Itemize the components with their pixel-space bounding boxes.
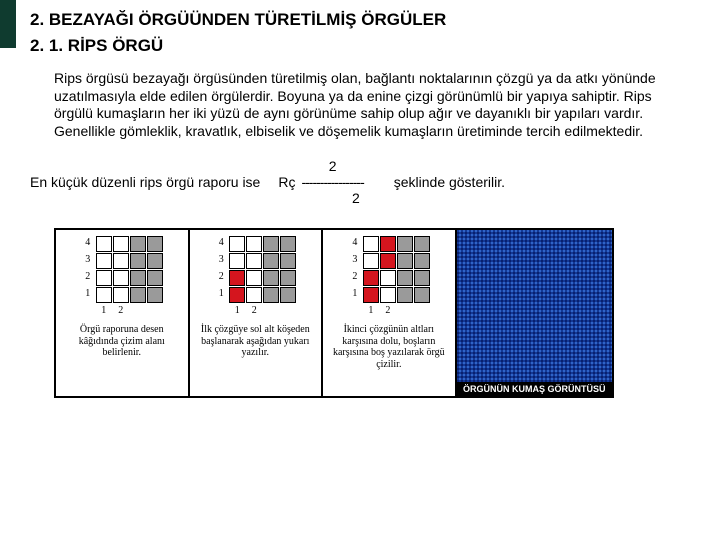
grid-cell: [130, 270, 146, 286]
grid-cell: [363, 253, 379, 269]
grid-cell: [96, 253, 112, 269]
grid-cell: [263, 236, 279, 252]
grid-row-label: 3: [214, 253, 228, 269]
grid-col-label: [414, 304, 430, 318]
weave-caption: ÖRGÜNÜN KUMAŞ GÖRÜNTÜSÜ: [457, 382, 612, 396]
grid-cell: [246, 287, 262, 303]
grid-row-label: 3: [348, 253, 362, 269]
grid-col-label: [263, 304, 279, 318]
grid-cell: [263, 287, 279, 303]
grid-cell: [280, 270, 296, 286]
grid-row-label: 4: [214, 236, 228, 252]
grid-cell: [96, 287, 112, 303]
grid-cell: [397, 270, 413, 286]
grid-cell: [113, 270, 129, 286]
grid-cell: [280, 287, 296, 303]
grid-col-label: [147, 304, 163, 318]
grid-row-label: 1: [81, 287, 95, 303]
grid-col-label: [397, 304, 413, 318]
heading-sub: 2. 1. RİPS ÖRGÜ: [30, 36, 700, 56]
grid-cell: [246, 270, 262, 286]
grid-cell: [229, 253, 245, 269]
grid-col-label: 1: [229, 304, 245, 318]
panel-caption: İlk çözgüye sol alt köşeden başlanarak a…: [196, 324, 316, 359]
grid-cell: [130, 236, 146, 252]
grid-cell: [246, 253, 262, 269]
grid-cell: [414, 287, 430, 303]
grid-col-label: [280, 304, 296, 318]
grid-row-label: 4: [81, 236, 95, 252]
grid-cell: [147, 287, 163, 303]
grid-cell: [380, 287, 396, 303]
figure-panel-weave: ÖRGÜNÜN KUMAŞ GÖRÜNTÜSÜ: [457, 230, 612, 396]
panel-caption: İkinci çözgünün altları karşısına dolu, …: [329, 324, 449, 370]
formula-bottom: 2: [352, 190, 360, 206]
grid-row-label: 3: [81, 253, 95, 269]
grid-col-label: 2: [113, 304, 129, 318]
grid-col-label: 1: [96, 304, 112, 318]
weave-grid: 432112: [214, 236, 296, 318]
grid-cell: [397, 287, 413, 303]
grid-cell: [147, 253, 163, 269]
formula-dash: -----------------: [301, 174, 363, 190]
grid-cell: [246, 236, 262, 252]
grid-cell: [147, 236, 163, 252]
grid-cell: [96, 270, 112, 286]
grid-col-label: 1: [363, 304, 379, 318]
figure-panel-3: 432112 İkinci çözgünün altları karşısına…: [323, 230, 457, 396]
slide-content: 2. BEZAYAĞI ÖRGÜÜNDEN TÜRETİLMİŞ ÖRGÜLER…: [0, 0, 720, 408]
grid-col-label: [130, 304, 146, 318]
formula-lead: En küçük düzenli rips örgü raporu ise: [30, 174, 260, 190]
grid-row-label: 4: [348, 236, 362, 252]
grid-row-label: 2: [81, 270, 95, 286]
formula-fraction: 2 ----------------- 2: [301, 158, 363, 206]
grid-row-label: 2: [214, 270, 228, 286]
grid-row-label: 1: [214, 287, 228, 303]
grid-cell: [263, 253, 279, 269]
grid-cell: [229, 236, 245, 252]
grid-row-label: 1: [348, 287, 362, 303]
grid-cell: [280, 253, 296, 269]
figure-panel-2: 432112 İlk çözgüye sol alt köşeden başla…: [190, 230, 324, 396]
weave-grid: 432112: [81, 236, 163, 318]
grid-cell: [414, 236, 430, 252]
grid-cell: [113, 253, 129, 269]
grid-col-label: 2: [246, 304, 262, 318]
grid-cell: [280, 236, 296, 252]
formula-symbol: Rç: [278, 174, 295, 190]
grid-cell: [263, 270, 279, 286]
body-paragraph: Rips örgüsü bezayağı örgüsünden türetilm…: [54, 70, 690, 140]
grid-row-label: 2: [348, 270, 362, 286]
grid-cell: [380, 236, 396, 252]
grid-cell: [414, 270, 430, 286]
grid-cell: [130, 253, 146, 269]
grid-cell: [380, 253, 396, 269]
slide-accent-bar: [0, 0, 16, 48]
grid-col-label: 2: [380, 304, 396, 318]
weave-texture: [457, 230, 612, 382]
grid-cell: [380, 270, 396, 286]
formula-top: 2: [329, 158, 337, 174]
grid-cell: [397, 253, 413, 269]
figure-panel-1: 432112 Örgü raporuna desen kâğıdında çiz…: [56, 230, 190, 396]
grid-cell: [229, 270, 245, 286]
panel-caption: Örgü raporuna desen kâğıdında çizim alan…: [62, 324, 182, 359]
grid-cell: [397, 236, 413, 252]
grid-cell: [113, 236, 129, 252]
grid-cell: [147, 270, 163, 286]
grid-cell: [414, 253, 430, 269]
grid-cell: [96, 236, 112, 252]
figure: 432112 Örgü raporuna desen kâğıdında çiz…: [54, 228, 614, 398]
grid-cell: [229, 287, 245, 303]
weave-grid: 432112: [348, 236, 430, 318]
grid-cell: [363, 236, 379, 252]
formula-row: En küçük düzenli rips örgü raporu ise Rç…: [30, 158, 700, 206]
heading-main: 2. BEZAYAĞI ÖRGÜÜNDEN TÜRETİLMİŞ ÖRGÜLER: [30, 10, 700, 30]
grid-cell: [363, 287, 379, 303]
grid-cell: [113, 287, 129, 303]
grid-cell: [363, 270, 379, 286]
grid-cell: [130, 287, 146, 303]
formula-trail: şeklinde gösterilir.: [394, 174, 505, 190]
